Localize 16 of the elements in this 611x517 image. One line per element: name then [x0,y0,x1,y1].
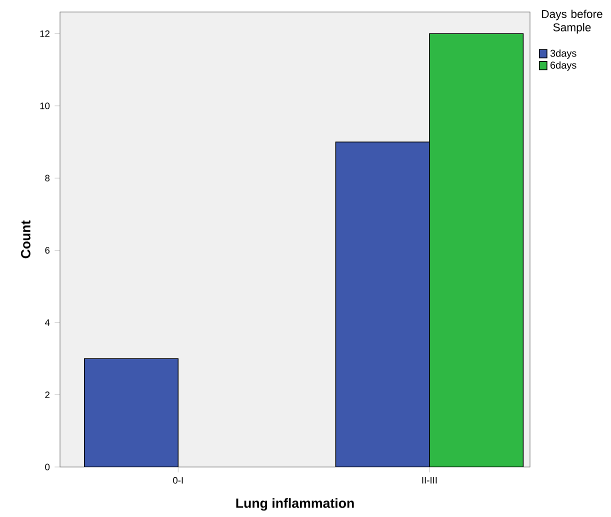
legend-label: 6days [550,61,576,71]
x-tick-label: 0-I [173,477,183,484]
legend-label: 3days [550,49,576,59]
x-tick-label: II-III [422,477,437,484]
x-axis-title: Lung inflammation [236,498,354,511]
y-tick-label: 4 [44,319,50,326]
y-tick-label: 2 [45,392,50,398]
y-tick-label: 8 [45,174,50,182]
legend-title: Days before Sample [542,10,602,34]
y-tick-label: 12 [40,30,50,37]
bar [84,358,179,467]
y-axis-title: Count [20,220,30,258]
y-tick-label: 10 [40,102,50,110]
y-tick-label: 6 [45,247,50,254]
y-tick-label: 0 [45,464,50,470]
bar [335,142,430,467]
